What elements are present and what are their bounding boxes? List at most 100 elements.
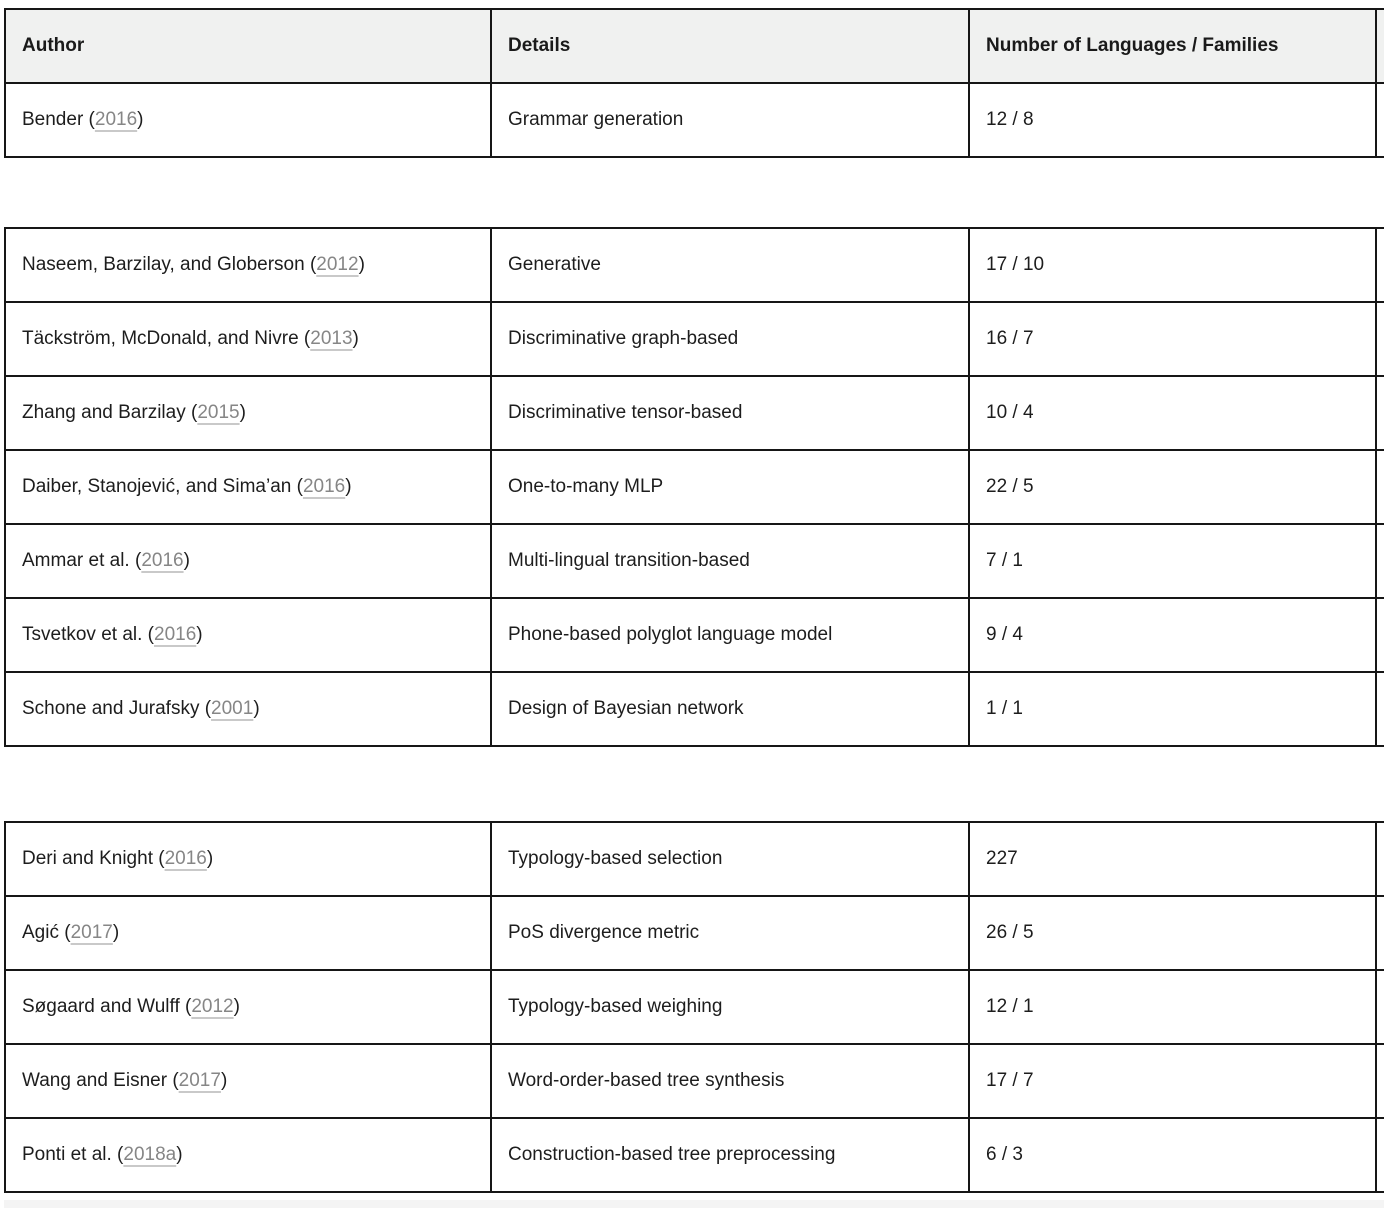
author-close-paren: ) — [352, 328, 359, 349]
author-close-paren: ) — [253, 698, 260, 719]
author-cell: Agić (2017) — [4, 895, 492, 971]
details-cell: PoS divergence metric — [490, 895, 970, 971]
table-row: Deri and Knight (2016) Typology-based sel… — [4, 821, 1384, 897]
table-row: Bender (2016) Grammar generation 12 / 8 — [4, 82, 1384, 158]
citation-year-link[interactable]: 2013 — [310, 328, 353, 349]
author-name-text: Ponti et al. ( — [22, 1144, 124, 1165]
clipped-cell — [1375, 301, 1384, 377]
table-row: Schone and Jurafsky (2001) Design of Baye… — [4, 671, 1384, 747]
table-row: Agić (2017) PoS divergence metric 26 / 5 — [4, 895, 1384, 971]
author-close-paren: ) — [239, 402, 246, 423]
author-close-paren: ) — [345, 476, 352, 497]
author-cell: Schone and Jurafsky (2001) — [4, 671, 492, 747]
citation-year-link[interactable]: 2018a — [123, 1144, 177, 1165]
author-cell: Deri and Knight (2016) — [4, 821, 492, 897]
languages-families-cell: 227 — [968, 821, 1377, 897]
table-row: Zhang and Barzilay (2015) Discriminative … — [4, 375, 1384, 451]
citations-table-bottom-section: Deri and Knight (2016) Typology-based sel… — [4, 821, 1384, 1193]
author-name-text: Agić ( — [22, 922, 71, 943]
author-name-text: Naseem, Barzilay, and Globerson ( — [22, 254, 317, 275]
languages-families-cell: 1 / 1 — [968, 671, 1377, 747]
languages-families-cell: 12 / 1 — [968, 969, 1377, 1045]
languages-families-cell: 7 / 1 — [968, 523, 1377, 599]
author-name-text: Bender ( — [22, 109, 95, 130]
next-table-header-sliver — [4, 1200, 1384, 1208]
details-cell: Discriminative tensor-based — [490, 375, 970, 451]
author-cell: Søgaard and Wulff (2012) — [4, 969, 492, 1045]
languages-families-cell: 10 / 4 — [968, 375, 1377, 451]
author-close-paren: ) — [196, 624, 203, 645]
citation-year-link[interactable]: 2001 — [211, 698, 254, 719]
author-name-text: Tsvetkov et al. ( — [22, 624, 154, 645]
details-cell: Generative — [490, 227, 970, 303]
citation-year-link[interactable]: 2015 — [197, 402, 240, 423]
citation-year-link[interactable]: 2017 — [70, 922, 113, 943]
citation-year-link[interactable]: 2016 — [302, 476, 346, 497]
header-row: Author Details Number of Languages / Fam… — [4, 8, 1384, 84]
languages-families-cell: 17 / 10 — [968, 227, 1377, 303]
author-close-paren: ) — [137, 109, 144, 130]
column-header-author: Author — [4, 8, 492, 84]
author-name-text: Deri and Knight ( — [22, 848, 165, 869]
citation-year-link[interactable]: 2016 — [141, 550, 184, 571]
author-cell: Daiber, Stanojević, and Sima’an (2016) — [4, 449, 492, 525]
clipped-cell — [1375, 82, 1384, 158]
clipped-cell — [1375, 671, 1384, 747]
column-header-details: Details — [490, 8, 970, 84]
details-cell: One-to-many MLP — [490, 449, 970, 525]
clipped-cell — [1375, 523, 1384, 599]
details-cell: Word-order-based tree synthesis — [490, 1043, 970, 1119]
author-name-text: Daiber, Stanojević, and Sima’an ( — [22, 476, 303, 497]
author-cell: Täckström, McDonald, and Nivre (2013) — [4, 301, 492, 377]
table-row: Ponti et al. (2018a) Construction-based t… — [4, 1117, 1384, 1193]
author-close-paren: ) — [183, 550, 190, 571]
author-cell: Ponti et al. (2018a) — [4, 1117, 492, 1193]
table-row: Søgaard and Wulff (2012) Typology-based w… — [4, 969, 1384, 1045]
details-cell: Multi-lingual transition-based — [490, 523, 970, 599]
languages-families-cell: 6 / 3 — [968, 1117, 1377, 1193]
table-row: Daiber, Stanojević, and Sima’an (2016) On… — [4, 449, 1384, 525]
author-name-text: Søgaard and Wulff ( — [22, 996, 192, 1017]
table-row: Tsvetkov et al. (2016) Phone-based polygl… — [4, 597, 1384, 673]
clipped-cell — [1375, 375, 1384, 451]
author-cell: Bender (2016) — [4, 82, 492, 158]
author-name-text: Täckström, McDonald, and Nivre ( — [22, 328, 311, 349]
languages-families-cell: 17 / 7 — [968, 1043, 1377, 1119]
citation-year-link[interactable]: 2012 — [191, 996, 234, 1017]
column-header-languages-families: Number of Languages / Families — [968, 8, 1377, 84]
table-row: Naseem, Barzilay, and Globerson (2012) Ge… — [4, 227, 1384, 303]
details-cell: Grammar generation — [490, 82, 970, 158]
author-cell: Zhang and Barzilay (2015) — [4, 375, 492, 451]
languages-families-cell: 12 / 8 — [968, 82, 1377, 158]
author-name-text: Wang and Eisner ( — [22, 1070, 179, 1091]
author-cell: Tsvetkov et al. (2016) — [4, 597, 492, 673]
details-cell: Typology-based weighing — [490, 969, 970, 1045]
clipped-cell — [1375, 1117, 1384, 1193]
clipped-cell — [1375, 969, 1384, 1045]
author-cell: Ammar et al. (2016) — [4, 523, 492, 599]
clipped-cell — [1375, 449, 1384, 525]
languages-families-cell: 16 / 7 — [968, 301, 1377, 377]
citation-year-link[interactable]: 2012 — [316, 254, 359, 275]
citations-table-header-section: Author Details Number of Languages / Fam… — [4, 8, 1384, 158]
author-close-paren: ) — [233, 996, 240, 1017]
table-row: Ammar et al. (2016) Multi-lingual transit… — [4, 523, 1384, 599]
details-cell: Construction-based tree preprocessing — [490, 1117, 970, 1193]
citation-year-link[interactable]: 2017 — [178, 1070, 221, 1091]
details-cell: Design of Bayesian network — [490, 671, 970, 747]
citation-year-link[interactable]: 2016 — [154, 624, 197, 645]
citations-table-middle-section: Naseem, Barzilay, and Globerson (2012) Ge… — [4, 227, 1384, 747]
languages-families-cell: 9 / 4 — [968, 597, 1377, 673]
citation-year-link[interactable]: 2016 — [164, 848, 207, 869]
details-cell: Phone-based polyglot language model — [490, 597, 970, 673]
column-header-clipped — [1375, 8, 1384, 84]
table-row: Täckström, McDonald, and Nivre (2013) Dis… — [4, 301, 1384, 377]
author-cell: Wang and Eisner (2017) — [4, 1043, 492, 1119]
clipped-cell — [1375, 1043, 1384, 1119]
author-close-paren: ) — [176, 1144, 183, 1165]
clipped-cell — [1375, 227, 1384, 303]
author-close-paren: ) — [220, 1070, 228, 1091]
citation-year-link[interactable]: 2016 — [94, 109, 138, 130]
author-cell: Naseem, Barzilay, and Globerson (2012) — [4, 227, 492, 303]
